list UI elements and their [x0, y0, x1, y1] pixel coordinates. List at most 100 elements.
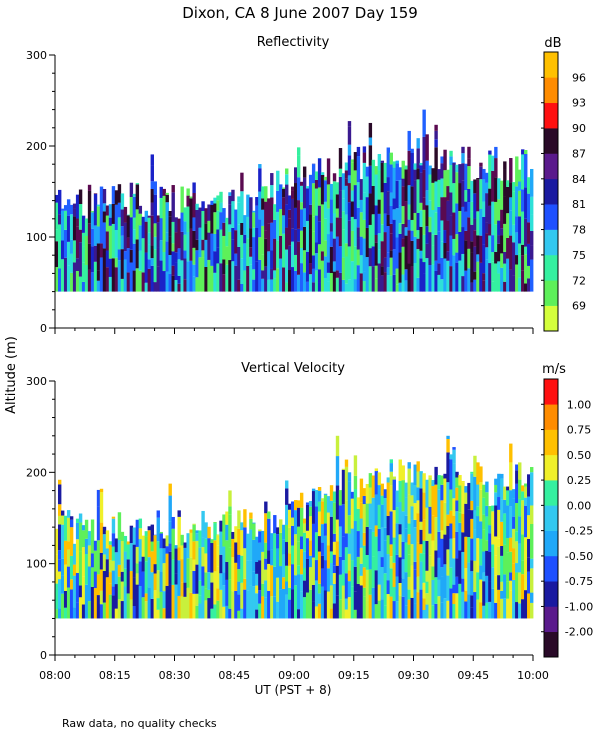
reflectivity-data-cell — [192, 276, 195, 291]
vertical-velocity-data-cell — [405, 605, 408, 618]
reflectivity-data-cell — [464, 202, 467, 212]
reflectivity-data-cell — [121, 226, 124, 236]
reflectivity-data-cell — [491, 281, 494, 291]
vertical-velocity-data-cell — [306, 538, 309, 559]
reflectivity-data-cell — [163, 271, 166, 292]
reflectivity-data-cell — [109, 259, 112, 277]
vertical-velocity-data-cell — [497, 575, 500, 590]
reflectivity-data-cell — [309, 175, 312, 205]
reflectivity-data-cell — [354, 152, 357, 170]
reflectivity-data-cell — [530, 246, 533, 260]
reflectivity-data-cell — [461, 254, 464, 276]
reflectivity-data-cell — [306, 221, 309, 252]
vertical-velocity-data-cell — [112, 517, 115, 519]
reflectivity-data-cell — [363, 238, 366, 271]
reflectivity-data-cell — [67, 216, 70, 242]
reflectivity-data-cell — [58, 256, 61, 269]
reflectivity-data-cell — [255, 228, 258, 261]
vertical-velocity-data-cell — [97, 490, 100, 506]
vertical-velocity-data-cell — [124, 587, 127, 619]
reflectivity-data-cell — [405, 201, 408, 227]
reflectivity-data-cell — [491, 262, 494, 281]
reflectivity-data-cell — [494, 147, 497, 158]
reflectivity-data-cell — [103, 211, 106, 222]
vertical-velocity-data-cell — [375, 537, 378, 571]
reflectivity-data-cell — [249, 228, 252, 247]
vertical-velocity-data-cell — [157, 598, 160, 610]
reflectivity-data-cell — [58, 214, 61, 224]
reflectivity-data-cell — [354, 246, 357, 279]
reflectivity-data-cell — [390, 153, 393, 165]
vertical-velocity-data-cell — [402, 578, 405, 597]
reflectivity-data-cell — [106, 231, 109, 250]
vertical-velocity-data-cell — [390, 568, 393, 596]
reflectivity-data-cell — [425, 161, 428, 191]
reflectivity-data-cell — [177, 284, 180, 292]
reflectivity-data-cell — [503, 161, 506, 169]
vertical-velocity-data-cell — [527, 572, 530, 594]
reflectivity-data-cell — [378, 249, 381, 263]
vertical-velocity-data-cell — [222, 572, 225, 585]
vertical-velocity-data-cell — [169, 484, 172, 496]
vertical-velocity-data-cell — [133, 527, 136, 544]
vertical-velocity-data-cell — [527, 515, 530, 539]
vertical-velocity-data-cell — [207, 538, 210, 572]
reflectivity-data-cell — [264, 266, 267, 291]
reflectivity-data-cell — [393, 198, 396, 209]
reflectivity-data-cell — [154, 181, 157, 194]
reflectivity-data-cell — [378, 233, 381, 249]
vertical-velocity-data-cell — [497, 547, 500, 575]
vertical-velocity-data-cell — [491, 511, 494, 544]
vertical-velocity-data-cell — [411, 519, 414, 544]
vertical-velocity-data-cell — [88, 545, 91, 566]
reflectivity-data-cell — [267, 223, 270, 251]
vertical-velocity-data-cell — [470, 607, 473, 618]
vertical-velocity-y-tick-label: 200 — [26, 466, 47, 479]
reflectivity-data-cell — [509, 270, 512, 292]
vertical-velocity-data-cell — [414, 569, 417, 589]
vertical-velocity-data-cell — [118, 599, 121, 618]
vertical-velocity-colorbar-label: -0.25 — [565, 525, 593, 538]
vertical-velocity-data-cell — [231, 557, 234, 591]
vertical-velocity-data-cell — [455, 488, 458, 501]
vertical-velocity-data-cell — [491, 567, 494, 588]
reflectivity-data-cell — [422, 274, 425, 292]
shared-x-axis-label: UT (PST + 8) — [255, 683, 332, 697]
reflectivity-data-cell — [273, 204, 276, 220]
reflectivity-data-cell — [315, 189, 318, 216]
vertical-velocity-data-cell — [189, 533, 192, 557]
vertical-velocity-data-cell — [452, 558, 455, 584]
reflectivity-data-cell — [521, 271, 524, 292]
vertical-velocity-data-cell — [112, 561, 115, 571]
reflectivity-data-cell — [136, 183, 139, 184]
vertical-velocity-data-cell — [264, 513, 267, 542]
reflectivity-data-cell — [399, 180, 402, 206]
reflectivity-data-cell — [261, 186, 264, 198]
vertical-velocity-data-cell — [270, 565, 273, 596]
reflectivity-data-cell — [115, 190, 118, 205]
vertical-velocity-data-cell — [479, 602, 482, 618]
vertical-velocity-data-cell — [357, 509, 360, 531]
vertical-velocity-data-cell — [381, 484, 384, 496]
vertical-velocity-data-cell — [166, 546, 169, 553]
reflectivity-data-cell — [452, 255, 455, 269]
vertical-velocity-data-cell — [207, 572, 210, 590]
vertical-velocity-data-cell — [145, 536, 148, 561]
vertical-velocity-data-cell — [446, 515, 449, 526]
reflectivity-data-cell — [106, 216, 109, 232]
reflectivity-data-cell — [282, 187, 285, 188]
vertical-velocity-data-cell — [327, 513, 330, 546]
reflectivity-data-cell — [112, 186, 115, 204]
vertical-velocity-data-cell — [309, 556, 312, 567]
vertical-velocity-data-cell — [82, 530, 85, 547]
reflectivity-data-cell — [476, 235, 479, 254]
vertical-velocity-data-cell — [485, 603, 488, 619]
reflectivity-data-cell — [443, 230, 446, 243]
reflectivity-data-cell — [482, 179, 485, 201]
vertical-velocity-data-cell — [76, 519, 79, 523]
reflectivity-data-cell — [437, 263, 440, 275]
vertical-velocity-data-cell — [285, 505, 288, 525]
vertical-velocity-data-cell — [318, 512, 321, 537]
reflectivity-data-cell — [297, 229, 300, 242]
vertical-velocity-data-cell — [461, 552, 464, 579]
